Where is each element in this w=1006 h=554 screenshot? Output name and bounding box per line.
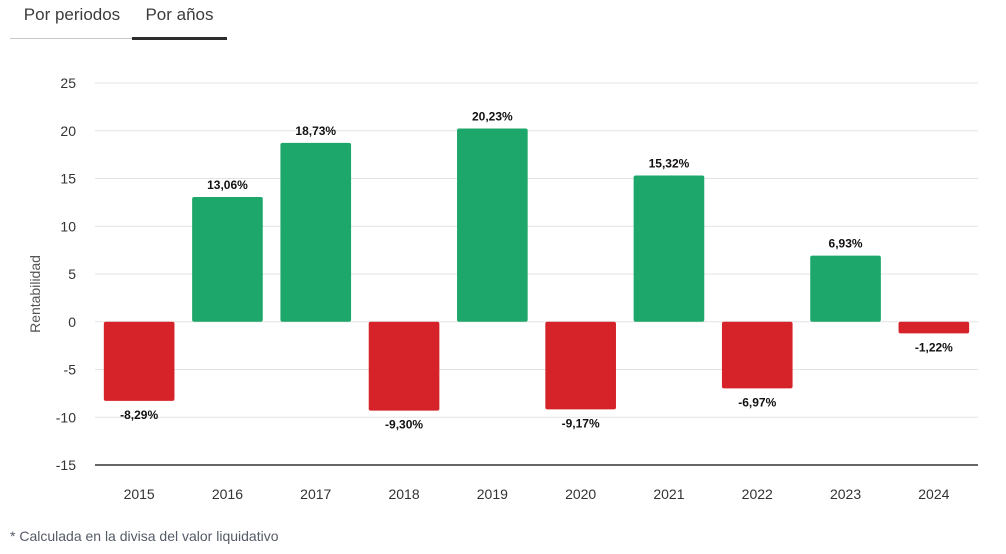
bar-2019[interactable] xyxy=(457,128,528,322)
data-label-2020: -9,17% xyxy=(562,416,600,430)
x-tick-label: 2021 xyxy=(653,486,684,502)
data-label-2015: -8,29% xyxy=(120,408,158,422)
bar-2015[interactable] xyxy=(103,321,175,401)
data-label-2018: -9,30% xyxy=(385,418,423,432)
tabs-baseline xyxy=(10,38,227,39)
y-tick-label: 15 xyxy=(60,171,76,187)
x-tick-label: 2017 xyxy=(300,486,331,502)
y-tick-label: -10 xyxy=(56,409,76,425)
tab-por-periodos[interactable]: Por periodos xyxy=(23,5,121,24)
data-label-2021: 15,32% xyxy=(649,156,690,170)
bar-2018[interactable] xyxy=(368,321,440,411)
bar-2022[interactable] xyxy=(721,321,793,389)
y-tick-label: 20 xyxy=(60,123,76,139)
bars xyxy=(103,128,970,411)
y-tick-label: 10 xyxy=(60,218,76,234)
bar-2017[interactable] xyxy=(280,142,352,322)
data-label-2016: 13,06% xyxy=(207,178,248,192)
data-label-2022: -6,97% xyxy=(738,395,776,409)
x-tick-label: 2016 xyxy=(212,486,243,502)
bar-2024[interactable] xyxy=(898,321,970,334)
x-tick-label: 2015 xyxy=(124,486,155,502)
x-tick-label: 2018 xyxy=(388,486,419,502)
data-labels: -8,29% 13,06% 18,73% -9,30% 20,23% -9,17% 15,3… xyxy=(120,110,953,432)
x-tick-label: 2022 xyxy=(742,486,773,502)
y-tick-label: 0 xyxy=(68,314,76,330)
data-label-2023: 6,93% xyxy=(829,237,863,251)
x-axis-ticks: 2015 2016 2017 2018 2019 2020 2021 2022 2023 2024 xyxy=(124,486,950,502)
y-tick-label: 5 xyxy=(68,266,76,282)
data-label-2017: 18,73% xyxy=(295,124,336,138)
y-tick-label: -15 xyxy=(56,457,76,473)
bar-2016[interactable] xyxy=(192,197,263,322)
bar-2021[interactable] xyxy=(633,175,705,322)
x-tick-label: 2024 xyxy=(918,486,949,502)
y-axis-ticks: 25 20 15 10 5 0 -5 -10 -15 xyxy=(56,75,76,473)
bar-2020[interactable] xyxy=(545,321,616,410)
data-label-2019: 20,23% xyxy=(472,110,513,124)
y-tick-label: -5 xyxy=(64,362,77,378)
y-axis-title: Rentabilidad xyxy=(27,255,43,333)
y-tick-label: 25 xyxy=(60,75,76,91)
period-tabs: Por periodos Por años xyxy=(10,0,227,40)
footnote: * Calculada en la divisa del valor liqui… xyxy=(10,528,279,544)
x-tick-label: 2020 xyxy=(565,486,596,502)
x-tick-label: 2023 xyxy=(830,486,861,502)
data-label-2024: -1,22% xyxy=(915,340,953,354)
tab-por-anos[interactable]: Por años xyxy=(132,5,227,40)
bar-2023[interactable] xyxy=(810,255,881,322)
x-tick-label: 2019 xyxy=(477,486,508,502)
